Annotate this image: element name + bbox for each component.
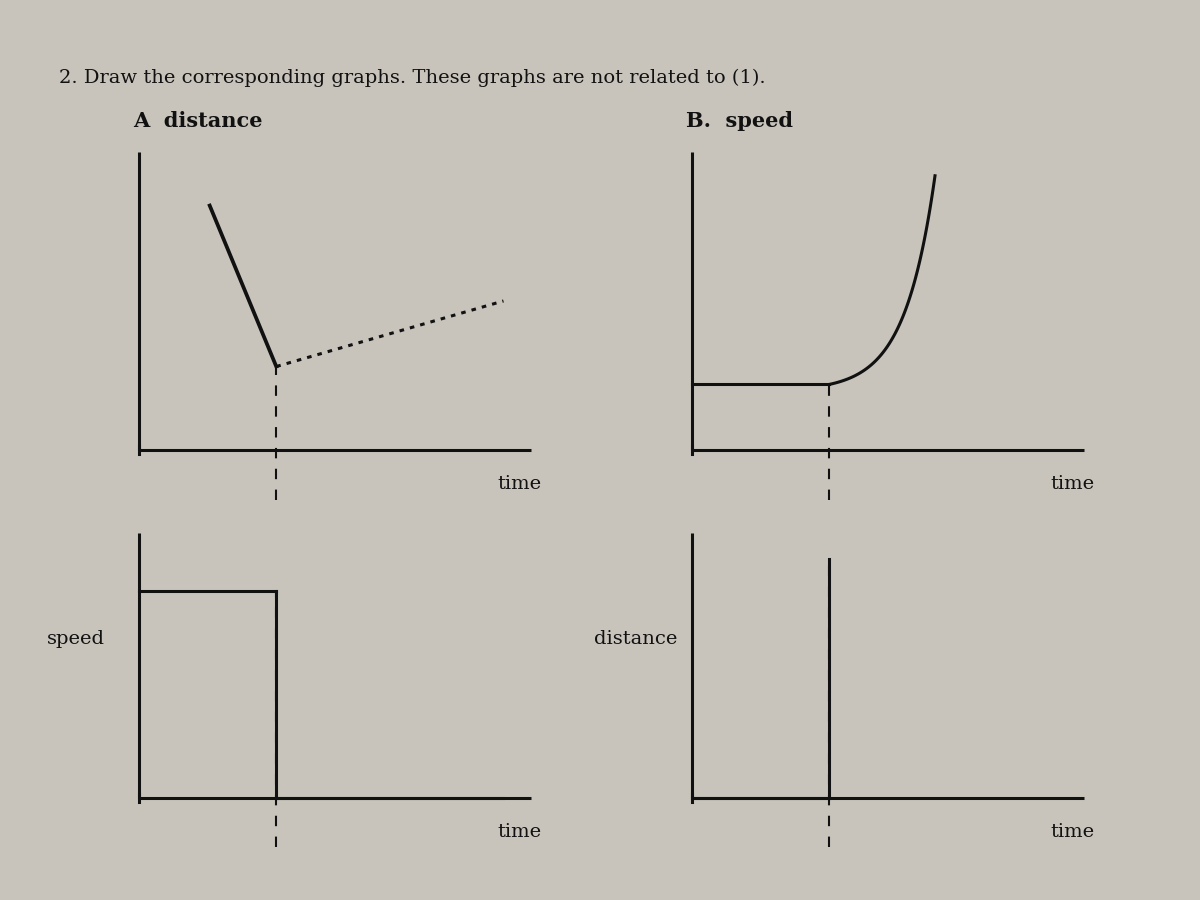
Text: speed: speed <box>47 630 106 648</box>
Text: B.  speed: B. speed <box>686 112 793 131</box>
Text: time: time <box>497 475 541 493</box>
Text: distance: distance <box>594 630 678 648</box>
Text: 2. Draw the corresponding graphs. These graphs are not related to (1).: 2. Draw the corresponding graphs. These … <box>59 69 766 87</box>
Text: time: time <box>1050 475 1094 493</box>
Text: A  distance: A distance <box>133 112 263 131</box>
Text: time: time <box>497 823 541 841</box>
Text: time: time <box>1050 823 1094 841</box>
